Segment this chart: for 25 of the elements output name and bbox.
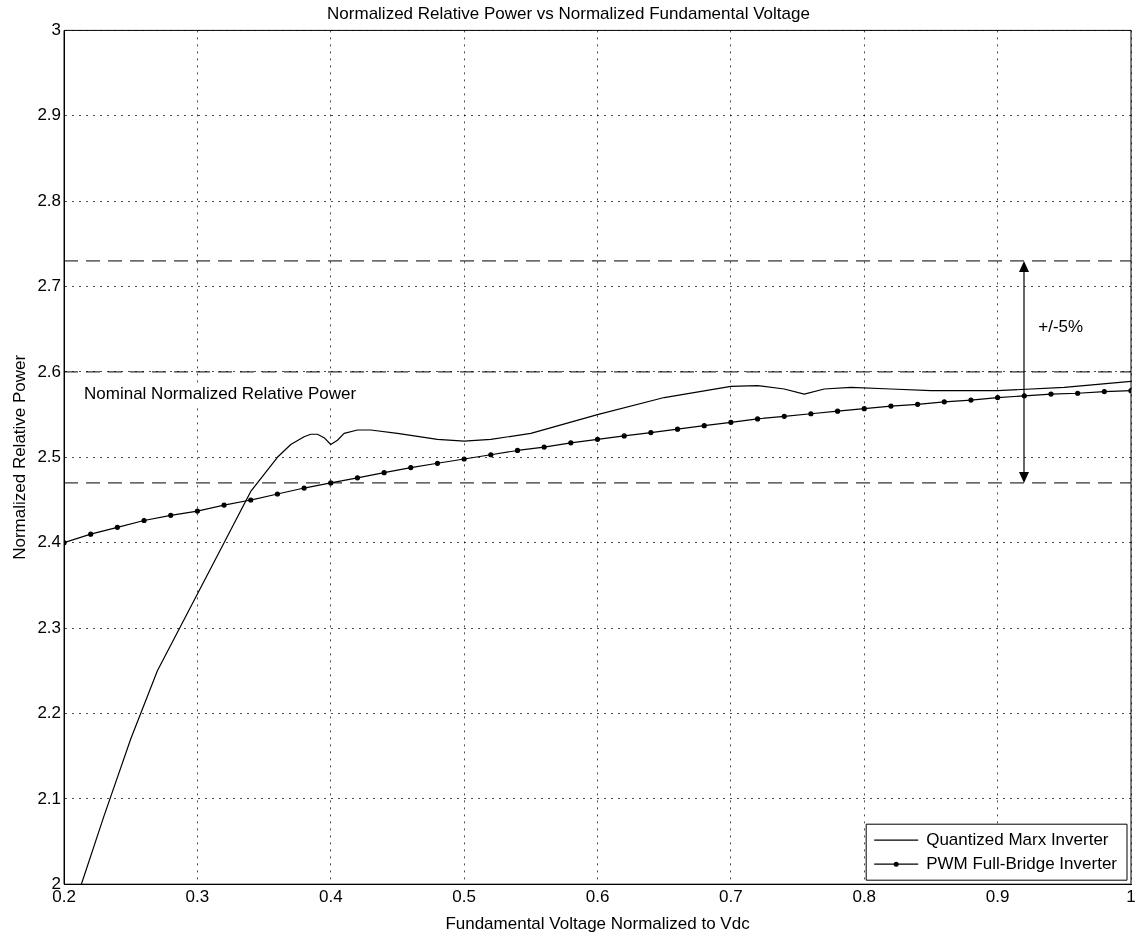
x-tick-label: 0.5 — [452, 887, 476, 907]
y-tick-label: 2.7 — [37, 276, 62, 296]
y-tick-label: 2.1 — [37, 788, 62, 808]
y-tick-label: 3 — [51, 20, 62, 40]
x-tick-label: 0.8 — [852, 887, 877, 907]
chart-title: Normalized Relative Power vs Normalized Fundamental Voltage — [327, 3, 810, 23]
legend-label: PWM Full-Bridge Inverter — [926, 853, 1118, 873]
y-tick-label: 2.8 — [37, 190, 62, 210]
y-tick-label: 2.4 — [37, 532, 62, 552]
annotation: +/-5% — [1038, 317, 1084, 337]
y-tick-label: 2.6 — [37, 361, 62, 381]
y-tick-label: 2.5 — [37, 446, 62, 466]
y-axis-title: Normalized Relative Power — [9, 354, 29, 560]
x-tick-label: 0.4 — [318, 887, 343, 907]
y-tick-label: 2.2 — [37, 703, 62, 723]
legend-label: Quantized Marx Inverter — [926, 829, 1109, 849]
x-tick-label: 1 — [1126, 887, 1136, 907]
x-tick-label: 0.9 — [985, 887, 1010, 907]
ref-line-label: Nominal Normalized Relative Power — [84, 384, 357, 404]
y-tick-label: 2.3 — [37, 617, 62, 637]
x-tick-label: 0.7 — [719, 887, 743, 907]
x-tick-label: 0.3 — [185, 887, 210, 907]
x-tick-label: 0.6 — [585, 887, 610, 907]
x-axis-title: Fundamental Voltage Normalized to Vdc — [445, 914, 751, 934]
y-tick-label: 2.9 — [37, 105, 62, 125]
